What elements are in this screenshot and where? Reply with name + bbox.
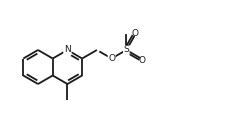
Text: S: S xyxy=(123,45,129,55)
Text: N: N xyxy=(64,45,70,55)
Text: O: O xyxy=(137,55,144,65)
Text: O: O xyxy=(108,54,115,63)
Text: O: O xyxy=(130,29,137,38)
